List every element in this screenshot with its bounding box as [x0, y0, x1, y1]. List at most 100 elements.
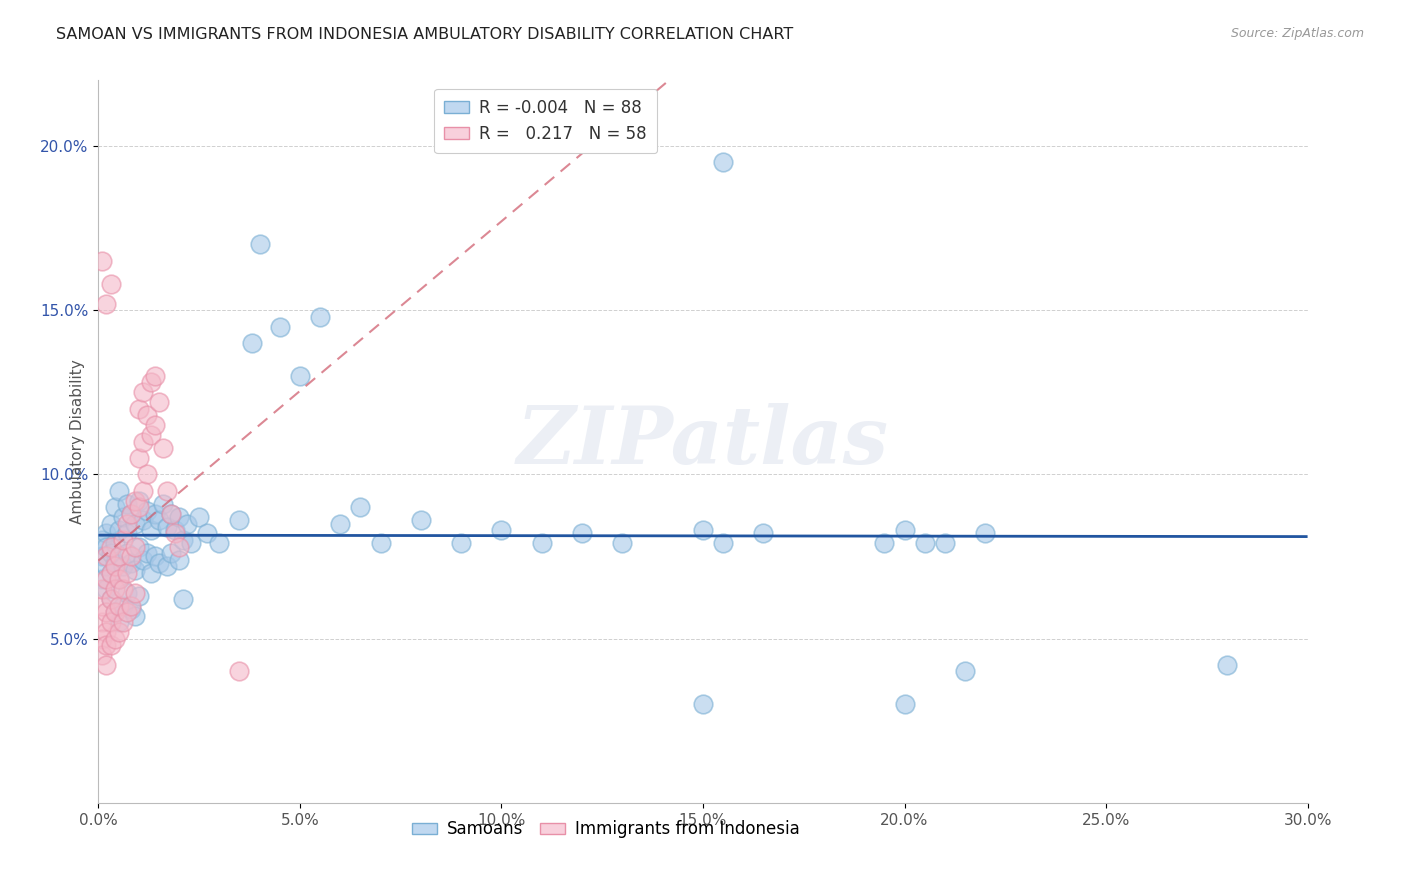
Point [115, 566, 138, 580]
Point [156, 483, 179, 498]
Point [100, 516, 122, 531]
Point [711, 155, 734, 169]
Point [249, 237, 271, 252]
Point [107, 615, 129, 630]
Point [91, 549, 114, 564]
Point [152, 441, 174, 455]
Point [111, 599, 134, 613]
Point [107, 523, 129, 537]
Point [115, 526, 138, 541]
Point [156, 559, 179, 574]
Point [752, 526, 775, 541]
Point [143, 549, 166, 564]
Point [195, 526, 218, 541]
Point [124, 563, 146, 577]
Point [96, 638, 118, 652]
Point [172, 533, 194, 547]
Point [111, 559, 134, 574]
Point [167, 510, 190, 524]
Point [143, 418, 166, 433]
Point [974, 526, 997, 541]
Point [934, 536, 956, 550]
Point [132, 513, 155, 527]
Point [128, 500, 150, 515]
Point [100, 546, 122, 560]
Point [91, 573, 114, 587]
Point [91, 253, 114, 268]
Point [107, 549, 129, 564]
Point [91, 615, 114, 630]
Point [873, 536, 896, 550]
Point [96, 559, 118, 574]
Point [111, 615, 134, 630]
Point [172, 592, 194, 607]
Point [124, 540, 146, 554]
Point [91, 632, 114, 646]
Text: Source: ZipAtlas.com: Source: ZipAtlas.com [1230, 27, 1364, 40]
Point [692, 523, 714, 537]
Point [188, 510, 211, 524]
Point [107, 573, 129, 587]
Point [128, 401, 150, 416]
Point [124, 585, 146, 599]
Point [139, 566, 162, 580]
Point [115, 585, 138, 599]
Point [167, 540, 190, 554]
Point [128, 493, 150, 508]
Point [128, 540, 150, 554]
Point [111, 533, 134, 547]
Point [103, 536, 125, 550]
Point [120, 549, 142, 564]
Text: SAMOAN VS IMMIGRANTS FROM INDONESIA AMBULATORY DISABILITY CORRELATION CHART: SAMOAN VS IMMIGRANTS FROM INDONESIA AMBU… [56, 27, 793, 42]
Point [100, 592, 122, 607]
Point [148, 556, 170, 570]
Point [103, 605, 125, 619]
Text: ZIPatlas: ZIPatlas [517, 403, 889, 480]
Point [103, 632, 125, 646]
Point [953, 665, 976, 679]
Point [148, 513, 170, 527]
Point [1216, 657, 1239, 672]
Point [107, 625, 129, 640]
Point [269, 319, 291, 334]
Point [163, 523, 186, 537]
Point [115, 497, 138, 511]
Point [103, 559, 125, 574]
Point [111, 510, 134, 524]
Point [135, 467, 157, 482]
Point [160, 507, 183, 521]
Legend: Samoans, Immigrants from Indonesia: Samoans, Immigrants from Indonesia [406, 814, 807, 845]
Point [139, 376, 162, 390]
Point [240, 336, 263, 351]
Point [160, 546, 183, 560]
Point [152, 497, 174, 511]
Point [370, 536, 392, 550]
Point [349, 500, 371, 515]
Point [96, 526, 118, 541]
Point [914, 536, 936, 550]
Point [148, 395, 170, 409]
Point [893, 698, 915, 712]
Point [96, 625, 118, 640]
Point [692, 698, 714, 712]
Point [115, 516, 138, 531]
Point [143, 368, 166, 383]
Point [96, 657, 118, 672]
Point [120, 556, 142, 570]
Point [107, 573, 129, 587]
Point [100, 638, 122, 652]
Point [167, 553, 190, 567]
Point [180, 536, 202, 550]
Point [124, 516, 146, 531]
Point [135, 409, 157, 423]
Point [91, 648, 114, 662]
Point [530, 536, 553, 550]
Point [100, 277, 122, 291]
Point [100, 540, 122, 554]
Point [103, 605, 125, 619]
Point [571, 526, 593, 541]
Point [120, 599, 142, 613]
Point [450, 536, 472, 550]
Point [91, 599, 114, 613]
Point [288, 368, 311, 383]
